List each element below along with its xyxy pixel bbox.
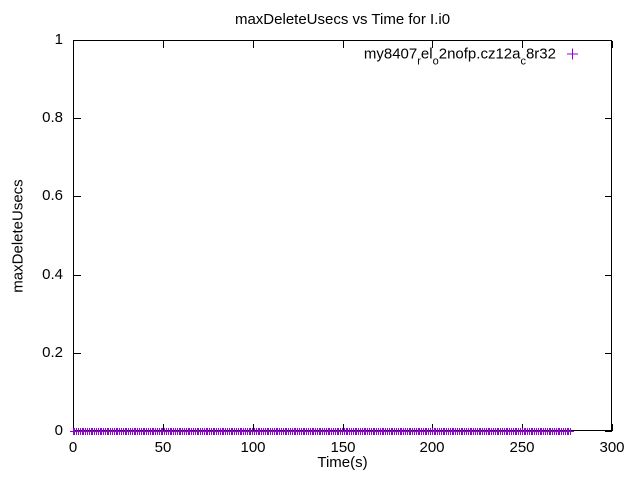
chart-title: maxDeleteUsecs vs Time for I.i0 <box>234 11 451 28</box>
legend-label-subscript: o <box>432 55 439 68</box>
x-tick-label: 300 <box>599 439 625 456</box>
x-tick-mark-mirror <box>522 41 523 48</box>
y-tick-label: 1 <box>54 31 63 48</box>
plus-marker-icon <box>567 48 578 60</box>
plot-area <box>73 40 612 431</box>
legend: my8407relo2nofp.cz12ac8r32 <box>363 45 578 68</box>
x-tick-label: 0 <box>68 439 78 456</box>
x-tick-mark <box>163 424 164 431</box>
x-axis-label: Time(s) <box>317 454 368 471</box>
y-tick-mark <box>74 118 81 119</box>
x-tick-mark <box>612 424 613 431</box>
x-tick-mark-mirror <box>163 41 164 48</box>
y-tick-mark <box>74 196 81 197</box>
legend-label-subscript: c <box>520 55 526 68</box>
legend-label-text: my8407 <box>363 45 418 63</box>
y-tick-label: 0.4 <box>42 266 63 283</box>
x-tick-mark <box>343 424 344 431</box>
x-tick-mark-mirror <box>612 41 613 48</box>
x-tick-label: 250 <box>509 439 535 456</box>
x-tick-mark <box>253 424 254 431</box>
y-tick-mark <box>74 431 81 432</box>
x-tick-mark-mirror <box>432 41 433 48</box>
y-tick-mark-mirror <box>605 40 612 41</box>
y-tick-label: 0 <box>54 422 63 439</box>
y-tick-mark <box>74 275 81 276</box>
legend-label-subscript: r <box>417 55 421 68</box>
y-tick-label: 0.8 <box>42 109 63 126</box>
x-tick-mark-mirror <box>253 41 254 48</box>
y-tick-mark-mirror <box>605 275 612 276</box>
legend-series-label: my8407relo2nofp.cz12ac8r32 <box>363 45 556 68</box>
x-tick-label: 100 <box>240 439 266 456</box>
y-tick-label: 0.2 <box>42 344 63 361</box>
legend-label-text: el <box>420 45 433 63</box>
legend-label-text: 2nofp.cz12a <box>438 45 521 63</box>
x-tick-label: 50 <box>154 439 172 456</box>
y-tick-mark-mirror <box>605 431 612 432</box>
x-tick-mark-mirror <box>73 41 74 48</box>
y-tick-mark-mirror <box>605 196 612 197</box>
data-point-marker <box>567 427 575 435</box>
y-tick-mark-mirror <box>605 353 612 354</box>
legend-label-text: 8r32 <box>525 45 556 63</box>
y-tick-mark <box>74 40 81 41</box>
x-tick-label: 150 <box>330 439 356 456</box>
x-tick-mark <box>73 424 74 431</box>
x-tick-mark-mirror <box>343 41 344 48</box>
y-tick-label: 0.6 <box>42 187 63 204</box>
y-tick-mark <box>74 353 81 354</box>
x-tick-label: 200 <box>419 439 445 456</box>
y-tick-mark-mirror <box>605 118 612 119</box>
